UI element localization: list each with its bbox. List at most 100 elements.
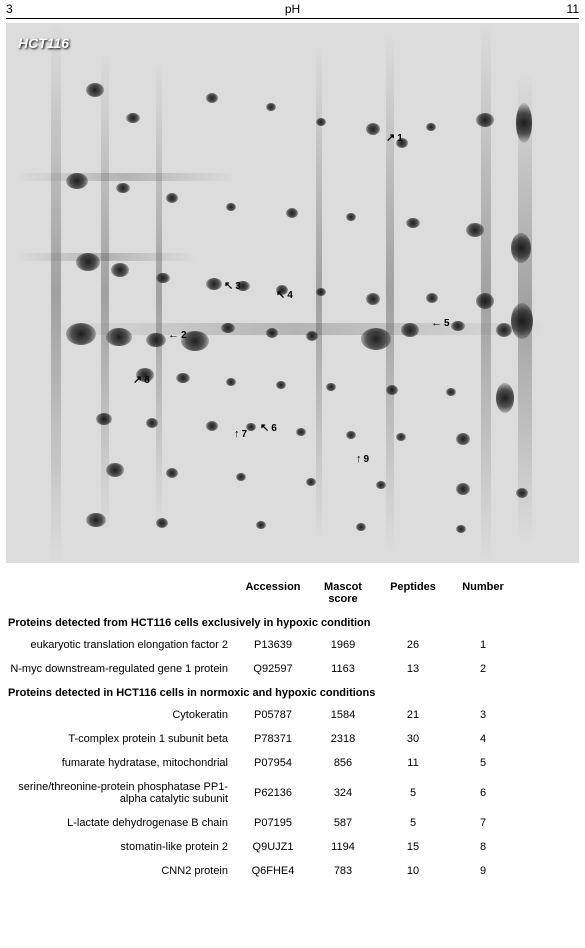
gel-spot: [496, 323, 512, 337]
gel-spot: [146, 418, 158, 428]
gel-spot: [346, 431, 356, 439]
gel-spot: [236, 473, 246, 481]
number: 2: [448, 663, 518, 675]
gel-spot: [126, 113, 140, 123]
number: 4: [448, 733, 518, 745]
ph-right: 11: [567, 2, 579, 16]
gel-streak-v: [51, 23, 61, 563]
gel-spot: [226, 203, 236, 211]
table-row: L-lactate dehydrogenase B chainP07195587…: [8, 817, 577, 829]
gel-spot: [456, 483, 470, 495]
peptides: 30: [378, 733, 448, 745]
gel-streak-v: [101, 53, 109, 533]
gel-spot: [361, 328, 391, 350]
gel-spot: [156, 518, 168, 528]
gel-spot: [316, 288, 326, 296]
gel-spot: [146, 333, 166, 347]
gel-spot: [256, 521, 266, 529]
gel-arrow: ←5: [431, 317, 450, 329]
gel-spot: [276, 381, 286, 389]
gel-arrow: ↖3: [224, 279, 241, 292]
table-row: serine/threonine-protein phosphatase PP1…: [8, 781, 577, 805]
gel-spot: [446, 388, 456, 396]
gel-label: HCT116: [18, 35, 69, 51]
gel-spot: [226, 378, 236, 386]
gel-spot: [356, 523, 366, 531]
gel-streak-v: [386, 33, 394, 553]
gel-spot: [206, 93, 218, 103]
gel-spot: [466, 223, 484, 237]
gel-spot: [316, 118, 326, 126]
ph-left: 3: [6, 2, 13, 16]
gel-spot: [176, 373, 190, 383]
accession: P05787: [238, 709, 308, 721]
mascot-score: 587: [308, 817, 378, 829]
gel-spot: [206, 278, 222, 290]
gel-spot: [346, 213, 356, 221]
gel-spot: [306, 331, 318, 341]
gel-spot: [266, 103, 276, 111]
peptides: 5: [378, 787, 448, 799]
table-row: fumarate hydratase, mitochondrialP079548…: [8, 757, 577, 769]
gel-spot: [246, 423, 256, 431]
gel-spot: [86, 83, 104, 97]
table-row: N-myc downstream-regulated gene 1 protei…: [8, 663, 577, 675]
mascot-score: 1194: [308, 841, 378, 853]
gel-spot: [306, 478, 316, 486]
col-number: Number: [448, 581, 518, 605]
gel-spot: [516, 103, 532, 143]
gel-spot: [111, 263, 129, 277]
protein-name: T-complex protein 1 subunit beta: [8, 733, 238, 745]
gel-spot: [376, 481, 386, 489]
gel-spot: [366, 293, 380, 305]
peptides: 10: [378, 865, 448, 877]
number: 5: [448, 757, 518, 769]
gel-streak-v: [156, 63, 162, 523]
protein-name: eukaryotic translation elongation factor…: [8, 639, 238, 651]
protein-name: N-myc downstream-regulated gene 1 protei…: [8, 663, 238, 675]
mascot-score: 1969: [308, 639, 378, 651]
protein-name: stomatin-like protein 2: [8, 841, 238, 853]
gel-spot: [401, 323, 419, 337]
gel-arrow: ↑7: [234, 428, 247, 440]
accession: Q92597: [238, 663, 308, 675]
protein-table: Accession Mascot score Peptides Number P…: [8, 581, 577, 877]
protein-name: L-lactate dehydrogenase B chain: [8, 817, 238, 829]
mascot-score: 783: [308, 865, 378, 877]
peptides: 21: [378, 709, 448, 721]
protein-name: Cytokeratin: [8, 709, 238, 721]
gel-spot: [166, 468, 178, 478]
gel-spot: [496, 383, 514, 413]
gel-spot: [326, 383, 336, 391]
gel-image: HCT116 ↗1←2↖3↖4←5↖6↑7↗8↑9: [6, 23, 579, 563]
protein-name: fumarate hydratase, mitochondrial: [8, 757, 238, 769]
table-row: CNN2 proteinQ6FHE4783109: [8, 865, 577, 877]
number: 3: [448, 709, 518, 721]
gel-spot: [166, 193, 178, 203]
accession: P13639: [238, 639, 308, 651]
number: 8: [448, 841, 518, 853]
number: 7: [448, 817, 518, 829]
gel-spot: [396, 433, 406, 441]
mascot-score: 324: [308, 787, 378, 799]
gel-spot: [386, 385, 398, 395]
gel-spot: [451, 321, 465, 331]
gel-spot: [456, 433, 470, 445]
mascot-score: 1584: [308, 709, 378, 721]
accession: P62136: [238, 787, 308, 799]
gel-spot: [156, 273, 170, 283]
number: 6: [448, 787, 518, 799]
col-peptides: Peptides: [378, 581, 448, 605]
gel-spot: [406, 218, 420, 228]
gel-spot: [86, 513, 106, 527]
gel-spot: [106, 463, 124, 477]
peptides: 13: [378, 663, 448, 675]
gel-arrow: ↗8: [133, 373, 150, 386]
gel-spot: [516, 488, 528, 498]
gel-spot: [66, 173, 88, 189]
gel-spot: [106, 328, 132, 346]
accession: P78371: [238, 733, 308, 745]
gel-spot: [426, 123, 436, 131]
gel-spot: [221, 323, 235, 333]
gel-streak-h: [16, 253, 196, 261]
